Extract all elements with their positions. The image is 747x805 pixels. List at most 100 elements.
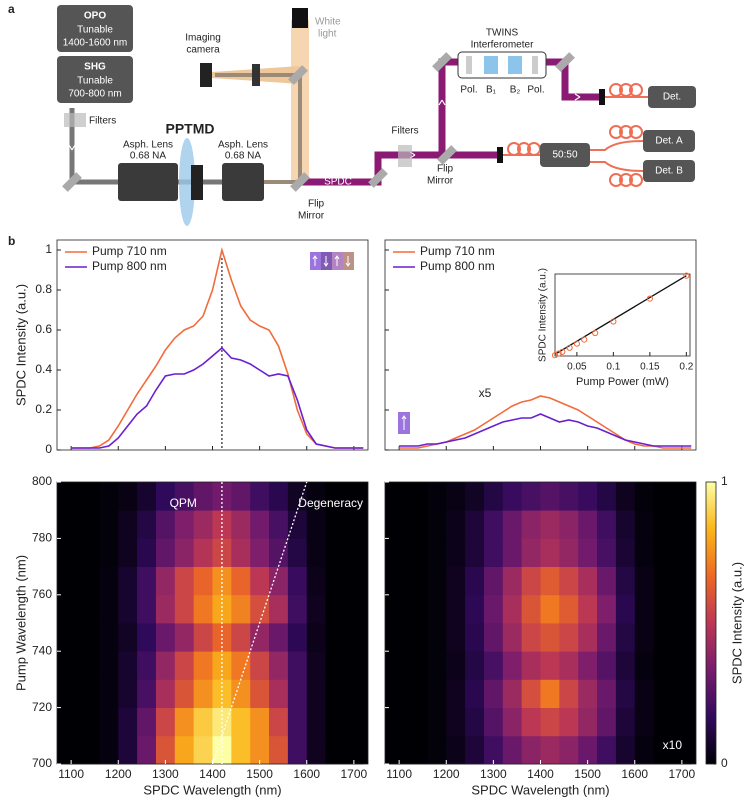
heatmap-cell [672, 482, 692, 511]
heatmap-cell [465, 566, 485, 596]
component-label: B₁ [486, 85, 497, 96]
heatmap-cell [155, 735, 176, 765]
heatmap-cell [80, 594, 100, 624]
heatmap-cell [137, 482, 157, 511]
y-tick-label: 0.8 [35, 282, 52, 296]
heatmap-cell [559, 651, 579, 680]
box-label: 1400-1600 nm [63, 38, 128, 49]
heatmap-cell [634, 538, 654, 567]
heatmap-cell [502, 566, 523, 596]
heatmap-cell [193, 566, 213, 596]
spin-icons [70, 252, 410, 516]
heatmap-cell [615, 623, 636, 652]
heatmap-cell [446, 566, 466, 596]
heatmap-cell [578, 566, 598, 596]
heatmap-cell [465, 707, 485, 737]
heatmap-cell [193, 482, 213, 511]
lamp [292, 8, 308, 28]
colorbar-tick-label: 1 [721, 474, 728, 488]
heatmap-cell [212, 538, 232, 567]
heatmap-cell [634, 735, 654, 765]
heatmap-cell [287, 594, 308, 624]
heatmap-cell [174, 566, 195, 596]
heatmap-cell [193, 623, 213, 652]
annotation: x5 [479, 386, 492, 400]
lens [118, 163, 178, 201]
filter [398, 145, 412, 167]
heatmap-cell [118, 566, 138, 596]
heatmap-cell [578, 735, 598, 765]
heatmap-cell [597, 735, 617, 765]
heatmap-cell [521, 566, 541, 596]
heatmap-cell [427, 707, 447, 737]
heatmap-cell [269, 482, 289, 511]
heatmap-cell [155, 651, 176, 680]
component-label: 0.68 NA [130, 151, 166, 162]
heatmap-cell [446, 538, 466, 567]
heatmap-cell [80, 679, 100, 708]
heatmap-cell [521, 707, 541, 737]
heatmap-cell [465, 651, 485, 680]
heatmap-cell [99, 623, 119, 652]
heatmap-cell [653, 707, 673, 737]
x-tick-label: 1100 [386, 767, 412, 781]
heatmap-cell [615, 707, 636, 737]
heatmap-cell [212, 482, 232, 511]
heatmap-cell [287, 482, 308, 511]
heatmap-cell [306, 707, 326, 737]
heatmap-cell [344, 707, 364, 737]
y-axis-label: SPDC Intensity (a.u.) [729, 562, 744, 684]
heatmap-cell [80, 623, 100, 652]
heatmap-cell [559, 679, 579, 708]
heatmap-cell [118, 538, 138, 567]
heatmap-cell [306, 538, 326, 567]
data-point [573, 340, 580, 347]
heatmap-cell [325, 594, 345, 624]
heatmap-cell [344, 510, 364, 539]
heatmap-cell [99, 679, 119, 708]
camera-lens [252, 64, 260, 86]
x-tick-label: 1700 [341, 767, 368, 781]
heatmap-cell [250, 594, 270, 624]
box-label: SHG [84, 62, 106, 73]
heatmap-cell [174, 679, 195, 708]
x-tick-label: 1400 [527, 767, 554, 781]
data-point [646, 295, 653, 302]
panel-label: a [8, 2, 15, 16]
heatmap-cell [250, 510, 270, 539]
heatmap-cell [212, 510, 232, 539]
heatmap-cell [483, 679, 504, 708]
heatmap-cell [597, 623, 617, 652]
heatmap-cell [653, 538, 673, 567]
heatmap-cell [427, 679, 447, 708]
heatmap-cell [193, 510, 213, 539]
heatmap-cell [540, 594, 560, 624]
filter [64, 113, 86, 127]
component-label: 0.68 NA [225, 151, 261, 162]
component-label: TWINS [486, 28, 519, 39]
heatmap-cell [672, 538, 692, 567]
heatmap-cell [521, 482, 541, 511]
heatmap-cell [389, 735, 409, 765]
heatmap-cell [408, 510, 428, 539]
heatmap-cell [597, 510, 617, 539]
x-tick-label: 0.2 [679, 362, 693, 373]
heatmap-cell [155, 510, 176, 539]
heatmap-cell [306, 594, 326, 624]
heatmap-cell [540, 735, 560, 765]
heatmap-cell [502, 651, 523, 680]
data-point [683, 272, 690, 279]
component-label: light [318, 29, 337, 40]
heatmap-cell [99, 651, 119, 680]
fibers [503, 83, 648, 187]
heatmap-cell [653, 651, 673, 680]
heatmap-cell [174, 651, 195, 680]
heatmap-cell [269, 538, 289, 567]
heatmap-cell [269, 510, 289, 539]
heatmap-cell [634, 623, 654, 652]
heatmap-cell [137, 707, 157, 737]
y-tick-label: 0.2 [35, 402, 52, 416]
heatmap-cell [521, 651, 541, 680]
heatmap-cell [325, 623, 345, 652]
